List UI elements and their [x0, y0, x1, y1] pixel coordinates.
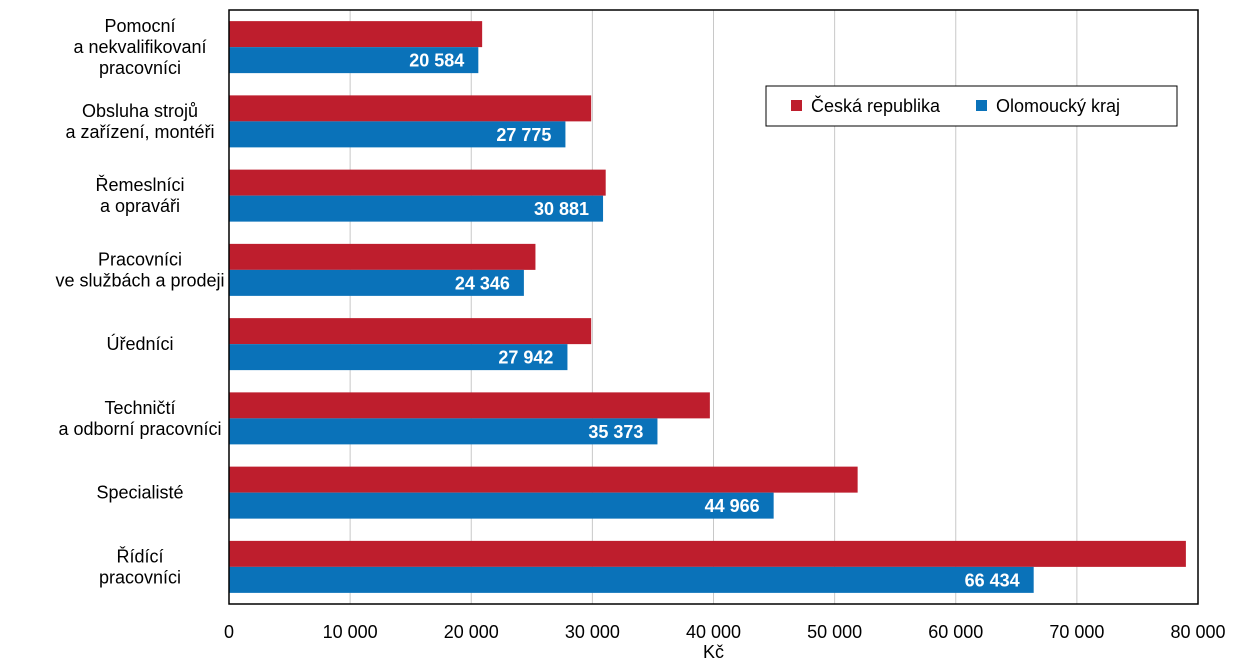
x-tick-label: 50 000: [807, 622, 862, 642]
legend: Česká republika Olomoucký kraj: [765, 85, 1178, 127]
category-label: ve službách a prodeji: [55, 270, 224, 290]
category-label: Obsluha strojů: [82, 101, 198, 121]
category-label: Řídící: [116, 546, 163, 566]
category-label: Řemeslníci: [95, 175, 184, 195]
category-label: a zařízení, montéři: [65, 122, 214, 142]
category-label: Specialisté: [96, 483, 183, 503]
x-tick-labels: 0 10 000 20 000 30 000 40 000 50 000 60 000 70 …: [224, 622, 1226, 642]
data-label: 30 881: [534, 199, 589, 219]
legend-label-olomoucky-kraj: Olomoucký kraj: [996, 96, 1120, 116]
bar-ceska-republika: [229, 318, 592, 345]
x-tick-label: 60 000: [928, 622, 983, 642]
x-tick-label: 70 000: [1049, 622, 1104, 642]
category-label: Úředníci: [106, 333, 173, 354]
bar-olomoucky-kraj: [229, 344, 568, 371]
bars: 20 584 27 775 30 881 24 346 27 942 35 373 44 9…: [229, 21, 1186, 593]
legend-swatch-olomoucky-kraj: [976, 100, 987, 111]
bar-ceska-republika: [229, 169, 606, 196]
category-label: pracovníci: [99, 567, 181, 587]
x-tick-label: 30 000: [565, 622, 620, 642]
data-label: 24 346: [455, 273, 510, 293]
x-axis-title: Kč: [703, 642, 724, 658]
bar-olomoucky-kraj: [229, 269, 524, 296]
data-label: 66 434: [965, 570, 1020, 590]
legend-label-ceska-republika: Česká republika: [811, 95, 941, 116]
x-tick-label: 80 000: [1170, 622, 1225, 642]
x-tick-label: 10 000: [323, 622, 378, 642]
legend-swatch-ceska-republika: [791, 100, 802, 111]
bar-ceska-republika: [229, 392, 710, 419]
bar-olomoucky-kraj: [229, 418, 658, 445]
x-tick-label: 0: [224, 622, 234, 642]
category-label: a nekvalifikovaní: [73, 37, 206, 57]
data-label: 27 775: [496, 125, 551, 145]
bar-ceska-republika: [229, 95, 592, 122]
plot-frame: [228, 9, 1199, 605]
category-label: Pomocní: [104, 16, 175, 36]
x-tick-label: 20 000: [444, 622, 499, 642]
bar-olomoucky-kraj: [229, 47, 479, 74]
data-label: 35 373: [588, 422, 643, 442]
category-label: Pracovníci: [98, 249, 182, 269]
bar-ceska-republika: [229, 21, 483, 48]
legend-box: [765, 85, 1178, 127]
data-label: 44 966: [705, 496, 760, 516]
bar-olomoucky-kraj: [229, 121, 566, 148]
bar-olomoucky-kraj: [229, 492, 774, 519]
bar-ceska-republika: [229, 540, 1186, 567]
data-label: 20 584: [409, 51, 464, 71]
category-label: a odborní pracovníci: [58, 419, 221, 439]
bar-olomoucky-kraj: [229, 566, 1034, 593]
data-label: 27 942: [498, 348, 553, 368]
bar-ceska-republika: [229, 243, 536, 270]
bar-ceska-republika: [229, 466, 858, 493]
category-label: Techničtí: [104, 398, 175, 418]
bar-olomoucky-kraj: [229, 195, 604, 222]
category-label: a opraváři: [100, 196, 180, 216]
category-label: pracovníci: [99, 58, 181, 78]
x-tick-label: 40 000: [686, 622, 741, 642]
